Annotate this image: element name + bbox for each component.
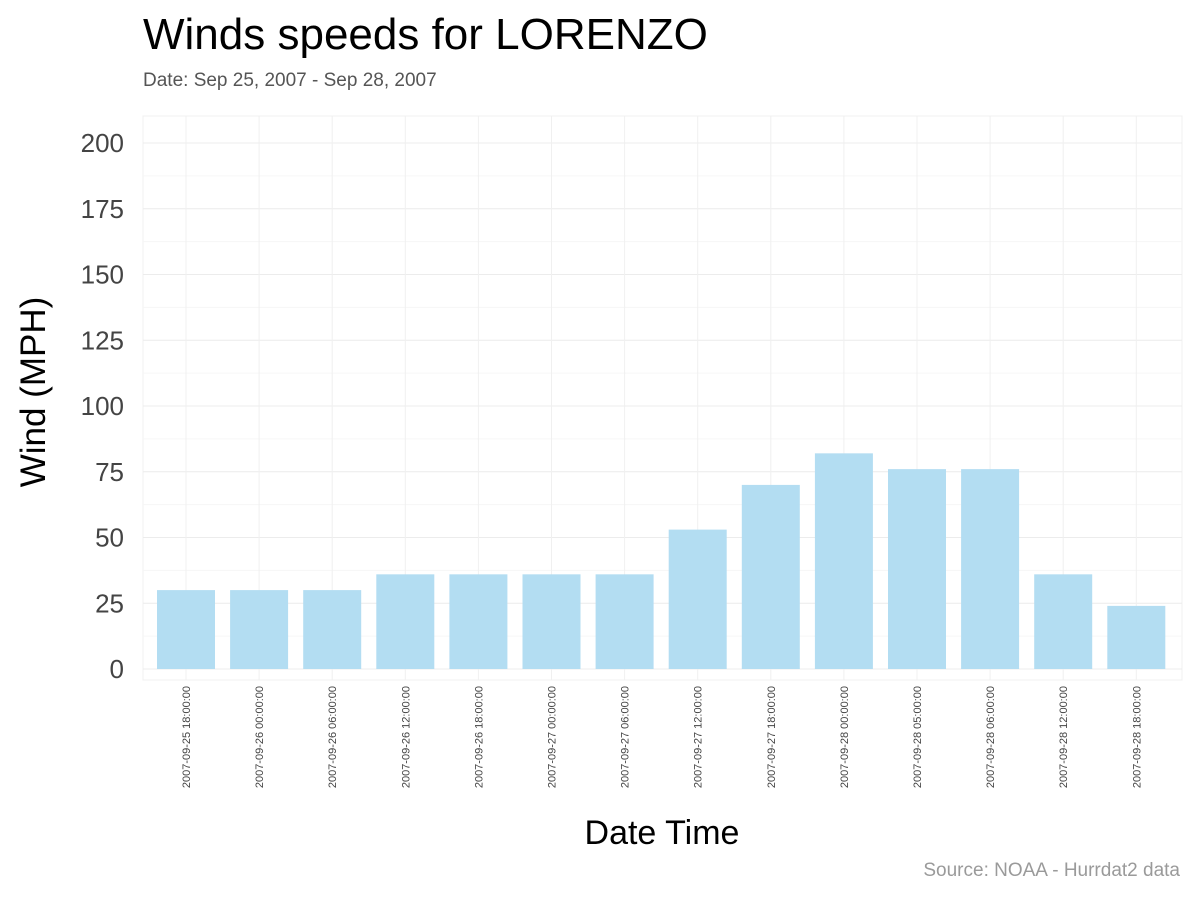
chart-title: Winds speeds for LORENZO bbox=[143, 10, 708, 59]
bar bbox=[1034, 574, 1093, 669]
y-axis-ticks: 0 25 50 75 100 125 150 175 200 bbox=[81, 128, 124, 684]
y-tick-label: 200 bbox=[81, 128, 124, 158]
bar bbox=[814, 453, 873, 669]
bar bbox=[449, 574, 508, 669]
y-tick-label: 50 bbox=[95, 523, 124, 553]
bar bbox=[888, 469, 946, 669]
x-tick-label: 2007-09-25 18:00:00 bbox=[181, 686, 193, 788]
plot-panel bbox=[142, 115, 1183, 681]
bar bbox=[376, 574, 435, 669]
bar bbox=[303, 590, 362, 669]
y-axis-label: Wind (MPH) bbox=[14, 296, 53, 488]
bar-layer bbox=[157, 453, 1166, 669]
bar bbox=[741, 484, 800, 669]
y-tick-label: 75 bbox=[95, 457, 124, 487]
chart-caption: Source: NOAA - Hurrdat2 data bbox=[923, 860, 1180, 881]
chart-subtitle: Date: Sep 25, 2007 - Sep 28, 2007 bbox=[143, 70, 437, 91]
y-tick-label: 0 bbox=[110, 654, 124, 684]
x-tick-label: 2007-09-28 00:00:00 bbox=[839, 686, 851, 788]
x-tick-label: 2007-09-28 18:00:00 bbox=[1131, 686, 1143, 788]
x-axis-ticks: 2007-09-25 18:00:00 2007-09-26 00:00:00 20… bbox=[181, 686, 1143, 788]
y-tick-label: 150 bbox=[81, 260, 124, 290]
grid-layer bbox=[142, 115, 1183, 681]
y-tick-label: 125 bbox=[81, 325, 124, 355]
x-tick-label: 2007-09-27 18:00:00 bbox=[766, 686, 778, 788]
bar bbox=[230, 590, 289, 669]
y-tick-label: 100 bbox=[81, 391, 124, 421]
bar bbox=[157, 590, 215, 669]
y-tick-label: 175 bbox=[81, 194, 124, 224]
x-tick-label: 2007-09-27 12:00:00 bbox=[693, 686, 705, 788]
x-tick-label: 2007-09-26 18:00:00 bbox=[473, 686, 485, 788]
bar bbox=[668, 529, 727, 669]
bar bbox=[961, 469, 1020, 669]
bar bbox=[1107, 605, 1166, 669]
bar bbox=[595, 574, 654, 669]
bar bbox=[522, 574, 581, 669]
x-tick-label: 2007-09-28 06:00:00 bbox=[985, 686, 997, 788]
x-tick-label: 2007-09-26 12:00:00 bbox=[400, 686, 412, 788]
x-tick-label: 2007-09-27 00:00:00 bbox=[547, 686, 559, 788]
x-axis-label: Date Time bbox=[584, 814, 740, 852]
y-tick-label: 25 bbox=[95, 588, 124, 618]
x-tick-label: 2007-09-26 00:00:00 bbox=[254, 686, 266, 788]
x-tick-label: 2007-09-28 05:00:00 bbox=[912, 686, 924, 788]
x-tick-label: 2007-09-28 12:00:00 bbox=[1058, 686, 1070, 788]
x-tick-label: 2007-09-26 06:00:00 bbox=[327, 686, 339, 788]
x-tick-label: 2007-09-27 06:00:00 bbox=[620, 686, 632, 788]
